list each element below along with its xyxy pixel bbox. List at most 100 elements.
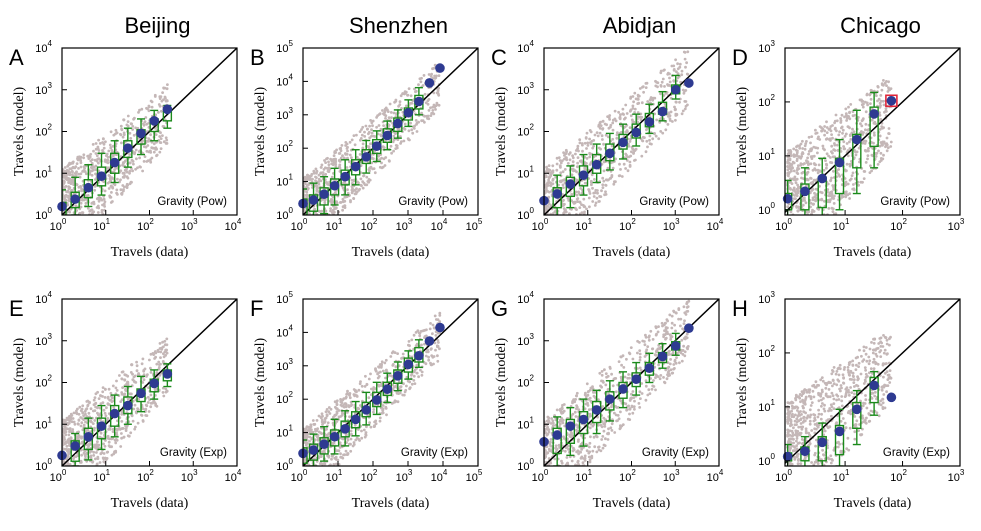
mean-point: [110, 158, 120, 168]
scatter-point: [622, 108, 625, 111]
mean-point: [783, 194, 793, 204]
identity-line: [303, 48, 478, 215]
scatter-point: [80, 166, 83, 169]
scatter-point: [409, 386, 412, 389]
scatter-point: [568, 153, 571, 156]
scatter-point: [92, 150, 95, 153]
scatter-point: [819, 125, 822, 128]
mean-point: [671, 85, 681, 95]
scatter-point: [349, 443, 352, 446]
scatter-point: [398, 128, 401, 131]
scatter-point: [351, 139, 354, 142]
scatter-point: [122, 172, 125, 175]
scatter-point: [629, 97, 632, 100]
scatter-point: [103, 203, 106, 206]
scatter-point: [111, 454, 114, 457]
scatter-point: [657, 137, 660, 140]
scatter-point: [622, 113, 625, 116]
scatter-point: [830, 161, 833, 164]
scatter-point: [665, 337, 668, 340]
mean-point: [835, 158, 845, 168]
scatter-point: [684, 108, 687, 111]
scatter-point: [427, 115, 430, 118]
scatter-point: [147, 396, 150, 399]
scatter-point: [434, 108, 437, 111]
scatter-point: [331, 199, 334, 202]
x-axis-label: Travels (data): [593, 245, 671, 260]
scatter-point: [102, 457, 105, 460]
scatter-point: [563, 158, 566, 161]
scatter-point: [328, 163, 331, 166]
scatter-point: [548, 176, 551, 179]
plot-area: [543, 299, 719, 467]
scatter-point: [96, 456, 99, 459]
scatter-point: [369, 373, 372, 376]
scatter-point: [400, 94, 403, 97]
scatter-point: [413, 334, 416, 337]
scatter-point: [881, 158, 884, 161]
scatter-point: [121, 128, 124, 131]
model-label: Gravity (Pow): [157, 196, 227, 208]
x-tick-label: 102: [361, 217, 378, 233]
scatter-point: [162, 391, 165, 394]
city-title: Beijing: [124, 13, 190, 38]
scatter-point: [646, 100, 649, 103]
scatter-point: [652, 97, 655, 100]
scatter-point: [867, 147, 870, 150]
panel-letter: A: [9, 45, 24, 70]
scatter-point: [381, 409, 384, 412]
scatter-point: [336, 403, 339, 406]
scatter-point: [431, 106, 434, 109]
scatter-point: [854, 114, 857, 117]
scatter-point: [826, 131, 829, 134]
scatter-point: [94, 396, 97, 399]
scatter-point: [594, 134, 597, 137]
scatter-point: [591, 147, 594, 150]
scatter-point: [333, 457, 336, 460]
scatter-point: [796, 167, 799, 170]
scatter-point: [121, 164, 124, 167]
scatter-point: [126, 375, 129, 378]
scatter-point: [619, 411, 622, 414]
y-axis-label: Travels (model): [735, 87, 750, 177]
scatter-point: [666, 83, 669, 86]
scatter-point: [888, 127, 891, 130]
scatter-point: [649, 142, 652, 145]
scatter-point: [96, 206, 99, 209]
scatter-point: [579, 201, 582, 204]
scatter-point: [154, 352, 157, 355]
scatter-point: [632, 100, 635, 103]
scatter-point: [846, 142, 849, 145]
scatter-point: [849, 138, 852, 141]
scatter-point: [685, 61, 688, 64]
scatter-point: [574, 207, 577, 210]
scatter-point: [590, 161, 593, 164]
scatter-point: [588, 138, 591, 141]
scatter-point: [429, 322, 432, 325]
scatter-point: [576, 194, 579, 197]
scatter-point: [364, 385, 367, 388]
scatter-point: [840, 119, 843, 122]
scatter-point: [382, 124, 385, 127]
scatter-point: [81, 412, 84, 415]
scatter-point: [94, 185, 97, 188]
y-tick-label: 100: [517, 206, 534, 222]
mean-point: [566, 179, 576, 189]
scatter-point: [387, 110, 390, 113]
scatter-point: [626, 131, 629, 134]
scatter-point: [804, 144, 807, 147]
scatter-point: [619, 113, 622, 116]
mean-point: [70, 441, 80, 451]
scatter-point: [599, 122, 602, 125]
scatter-point: [593, 178, 596, 181]
scatter-point: [820, 130, 823, 133]
scatter-point: [78, 406, 81, 409]
scatter-point: [552, 178, 555, 181]
scatter-point: [817, 208, 820, 211]
scatter-point: [346, 188, 349, 191]
scatter-point: [349, 141, 352, 144]
scatter-point: [157, 111, 160, 114]
scatter-point: [632, 107, 635, 110]
scatter-point: [591, 200, 594, 203]
scatter-point: [69, 171, 72, 174]
